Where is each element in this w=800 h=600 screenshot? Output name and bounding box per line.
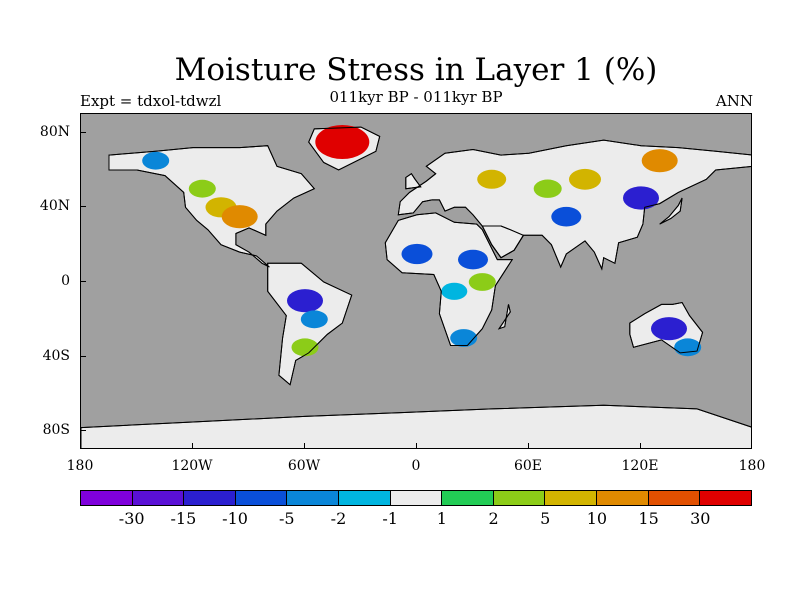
anomaly-patch (458, 249, 488, 270)
anomaly-patch (477, 169, 507, 189)
y-tick (80, 281, 86, 282)
anomaly-field (142, 125, 702, 357)
x-tick (80, 443, 81, 449)
anomaly-patch (674, 338, 702, 357)
colorbar-box (390, 491, 443, 505)
coastline-eurasia (397, 139, 751, 271)
colorbar-box (648, 491, 701, 505)
x-tick (192, 443, 193, 449)
coastline-australia (629, 301, 704, 354)
y-tick-label: 0 (61, 273, 70, 289)
anomaly-patch (641, 149, 678, 173)
anomaly-patch (450, 329, 478, 347)
colorbar-box (597, 491, 649, 505)
colorbar-box (235, 491, 288, 505)
coastline-arabia (481, 225, 525, 259)
colorbar-label: 2 (488, 509, 499, 528)
x-tick-label: 60W (287, 458, 321, 474)
anomaly-patch (551, 206, 582, 227)
anomaly-patch (188, 179, 216, 198)
coastline-uk (405, 173, 422, 190)
colorbar-box (339, 491, 391, 505)
y-tick-label: 80N (39, 123, 70, 140)
colorbar-label: -2 (330, 509, 347, 528)
y-tick (80, 206, 86, 208)
coastline-japan (659, 197, 683, 225)
map-panel (80, 113, 752, 449)
colorbar-box (287, 491, 340, 505)
colorbar-label: -30 (118, 509, 145, 528)
y-tick-label: 80S (42, 422, 70, 439)
colorbar-label: 30 (690, 509, 711, 528)
plot-title: Moisture Stress in Layer 1 (%) (174, 52, 658, 88)
x-tick-label: 120W (171, 458, 213, 474)
x-tick-label: 120E (621, 458, 659, 474)
colorbar-box (700, 491, 751, 505)
colorbar-label: -10 (222, 509, 248, 528)
x-tick-label: 0 (411, 458, 421, 474)
x-tick-label: 60E (513, 458, 543, 474)
coastline-antarctica (81, 404, 751, 448)
y-tick (80, 430, 86, 432)
colorbar-box (545, 491, 598, 505)
anomaly-patch (651, 317, 687, 341)
colorbar-label: -15 (170, 509, 197, 528)
colorbar-label: 5 (540, 509, 551, 528)
x-tick-label: 180 (66, 458, 94, 474)
colorbar-label: 15 (638, 509, 659, 528)
world-map (81, 125, 751, 448)
anomaly-patch (569, 168, 601, 190)
colorbar (80, 490, 752, 506)
coastline-madagascar (497, 304, 511, 330)
anomaly-patch (468, 273, 496, 291)
anomaly-patch (533, 179, 562, 198)
coastline-africa (384, 212, 514, 346)
colorbar-box (132, 491, 185, 505)
colorbar-label: -5 (278, 509, 295, 528)
coastline-greenland (308, 126, 381, 171)
x-tick (416, 443, 417, 449)
anomaly-patch (315, 125, 370, 159)
anomaly-patch (441, 282, 468, 300)
anomaly-patch (142, 151, 170, 170)
x-tick (751, 443, 752, 449)
x-tick (640, 443, 641, 449)
colorbar-box (442, 491, 494, 505)
x-tick (304, 443, 305, 449)
anomaly-patch (287, 289, 323, 313)
colorbar-box (493, 491, 546, 505)
y-tick (80, 131, 86, 133)
anomaly-patch (221, 205, 258, 229)
plot-subtitle: 011kyr BP - 011kyr BP (329, 88, 503, 106)
x-tick-label: 180 (738, 458, 766, 474)
anomaly-patch (401, 243, 433, 265)
colorbar-label: 10 (586, 509, 608, 528)
colorbar-box (184, 491, 236, 505)
anomaly-patch (291, 338, 319, 357)
colorbar-box (81, 491, 133, 505)
season-label: ANN (715, 92, 753, 110)
colorbar-label: -1 (382, 509, 398, 528)
colorbar-label: 1 (436, 509, 447, 528)
coastline-south-america (267, 262, 353, 386)
anomaly-patch (623, 186, 659, 210)
x-tick (528, 443, 529, 449)
anomaly-patch (300, 310, 328, 329)
experiment-label: Expt = tdxol-tdwzl (80, 92, 222, 110)
y-tick-label: 40N (39, 198, 70, 215)
y-tick-label: 40S (42, 347, 70, 364)
coastline-north-america (108, 145, 316, 268)
y-tick (80, 355, 86, 357)
